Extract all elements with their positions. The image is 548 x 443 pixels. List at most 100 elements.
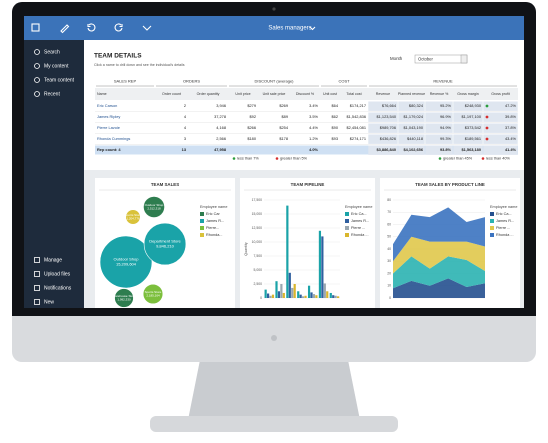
revenue-cell-bg <box>398 134 425 144</box>
bubble[interactable] <box>143 222 187 266</box>
report-title: TEAM DETAILS <box>94 53 142 60</box>
month-select-button[interactable] <box>460 54 468 64</box>
bubble[interactable] <box>99 235 153 289</box>
bubble[interactable] <box>143 196 165 218</box>
y-tick-label: 50 <box>387 235 391 239</box>
status-dot <box>485 137 489 141</box>
menu-icon[interactable] <box>142 25 152 31</box>
table-cell[interactable]: James Ripley <box>97 114 120 119</box>
bar[interactable] <box>277 291 281 298</box>
revenue-cell-bg <box>483 112 518 122</box>
area[interactable] <box>393 207 485 262</box>
save-icon[interactable] <box>31 23 40 32</box>
bar[interactable] <box>329 292 332 298</box>
bar[interactable] <box>310 292 313 298</box>
table-cell: $64 <box>332 103 339 108</box>
area[interactable] <box>393 278 485 298</box>
bar[interactable] <box>297 291 300 298</box>
table-cell: 2 <box>184 103 186 108</box>
table-cell[interactable]: Rep count: 4 <box>97 147 121 152</box>
bar[interactable] <box>334 295 337 298</box>
table-cell: $279 <box>247 103 256 108</box>
bar[interactable] <box>318 230 322 298</box>
bar[interactable] <box>332 295 335 298</box>
bar[interactable] <box>326 291 329 298</box>
legend-swatch <box>200 212 204 216</box>
bar[interactable] <box>269 295 272 298</box>
bubble[interactable] <box>114 288 134 308</box>
bar[interactable] <box>302 296 305 298</box>
table-cell: 3 <box>184 136 186 141</box>
sidebar-item[interactable]: My content <box>44 63 69 69</box>
title-dropdown[interactable] <box>309 26 316 31</box>
table-cell: 3.5% <box>309 114 318 119</box>
redo-icon[interactable] <box>114 23 123 32</box>
bar[interactable] <box>337 296 340 298</box>
bar[interactable] <box>304 295 307 298</box>
sidebar-icon <box>34 77 40 83</box>
area[interactable] <box>393 256 485 289</box>
sidebar-item[interactable]: Search <box>44 49 60 55</box>
bar[interactable] <box>291 287 294 298</box>
column-header: Revenue % <box>430 92 449 96</box>
y-tick-label: 70 <box>387 210 391 214</box>
bar[interactable] <box>266 293 270 298</box>
bar[interactable] <box>323 283 326 298</box>
table-cell: $440,118 <box>407 136 423 141</box>
sidebar-item[interactable]: Recent <box>44 91 60 97</box>
table-cell: 4.4% <box>309 125 318 130</box>
table-cell: $76,664 <box>382 103 397 108</box>
revenue-cell-bg <box>425 112 453 122</box>
bar[interactable] <box>264 289 267 298</box>
y-tick-label: 15,000 <box>252 212 262 216</box>
table-cell: $1,179,024 <box>404 114 424 119</box>
bar[interactable] <box>271 294 275 298</box>
table-cell: $180 <box>247 136 256 141</box>
undo-icon[interactable] <box>87 23 96 32</box>
bar[interactable] <box>275 281 278 298</box>
sidebar-item[interactable]: Notifications <box>44 285 72 291</box>
bar[interactable] <box>321 236 324 298</box>
bar[interactable] <box>312 294 316 298</box>
table-cell: 13 <box>182 147 187 152</box>
sidebar-item[interactable]: Team content <box>44 77 75 83</box>
bubble-value: 1,204,776 <box>126 217 140 221</box>
edit-icon[interactable] <box>60 24 70 34</box>
bar[interactable] <box>293 284 296 298</box>
area[interactable] <box>393 236 485 274</box>
bubble[interactable] <box>125 209 141 225</box>
table-cell: $174,217 <box>350 103 366 108</box>
sidebar-icon <box>34 49 40 55</box>
y-tick-label: 12,500 <box>252 226 262 230</box>
bar[interactable] <box>280 284 283 298</box>
sidebar-item[interactable]: New <box>44 299 54 305</box>
column-header: Total cost <box>346 92 361 96</box>
legend-dot <box>438 157 442 160</box>
bubble[interactable] <box>142 283 164 305</box>
table-cell: 41.4% <box>505 147 517 152</box>
legend-label: Pierre ... <box>496 226 510 230</box>
sidebar-item[interactable]: Upload files <box>44 271 71 277</box>
sidebar-item[interactable]: Manage <box>44 257 62 263</box>
table-cell[interactable]: Eric Carson <box>97 103 117 108</box>
month-value[interactable]: October <box>418 57 434 62</box>
bar[interactable] <box>307 285 311 298</box>
bar[interactable] <box>299 294 302 298</box>
camera <box>272 7 276 11</box>
status-dot <box>485 104 489 108</box>
sidebar-icon <box>34 257 40 263</box>
bar[interactable] <box>288 272 291 298</box>
bar[interactable] <box>315 295 318 298</box>
sidebar-icon <box>34 63 40 69</box>
table-cell[interactable]: Pierre Lavoie <box>97 125 120 130</box>
table-cell: $274,171 <box>350 136 366 141</box>
sidebar-icon <box>34 285 40 291</box>
bar[interactable] <box>282 292 285 298</box>
legend-swatch <box>345 212 349 216</box>
bar[interactable] <box>286 205 289 298</box>
table-cell[interactable]: Rhonda Cummings <box>97 136 130 141</box>
toolbar-title[interactable]: Sales managers <box>268 26 311 32</box>
table-cell: $269 <box>279 103 288 108</box>
revenue-cell-bg <box>368 134 398 144</box>
